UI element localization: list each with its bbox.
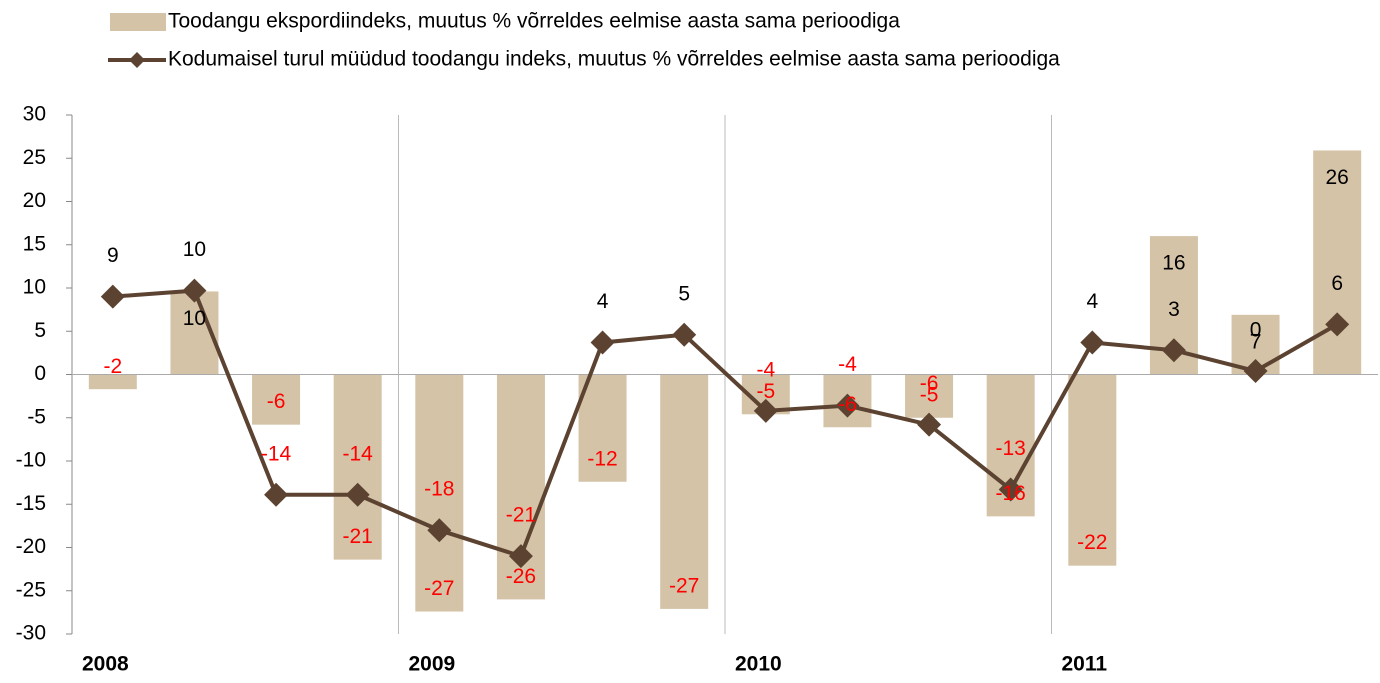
bar-value-label: -27 [424,577,454,600]
line-marker [672,322,697,347]
line-marker [100,284,125,309]
line-marker [590,330,615,355]
y-tick-label: -10 [16,449,46,472]
bar-value-label: -6 [838,393,857,416]
y-tick-label: -30 [16,622,46,645]
y-tick-label: 10 [23,276,46,299]
line-marker [508,544,533,569]
bar [578,374,627,482]
line-marker [182,278,207,303]
bar-value-label: -21 [343,525,373,548]
y-tick-label: 15 [23,232,46,255]
bar-value-label: 10 [183,307,206,330]
y-tick-label: -15 [16,492,46,515]
line-value-label: 0 [1250,319,1262,342]
bar [415,374,464,612]
bar-value-label: -2 [103,355,122,378]
bar-value-label: -26 [506,565,536,588]
line-marker [917,412,942,437]
line-value-label: 3 [1168,298,1180,321]
y-tick-label: 25 [23,146,46,169]
x-tick-label: 2008 [82,653,129,676]
bar [1068,374,1117,566]
bar-value-label: 7 [1250,330,1262,353]
legend-swatch [110,13,166,31]
bar-value-label: 26 [1326,166,1349,189]
line-marker [1080,330,1105,355]
line-marker [753,398,778,423]
x-tick-label: 2011 [1062,653,1108,676]
line-marker [1325,312,1350,337]
line-value-label: -13 [996,437,1026,460]
y-tick-label: 20 [23,189,46,212]
line-marker [835,393,860,418]
x-tick-label: 2009 [409,653,456,676]
line-value-label: -4 [838,353,857,376]
y-tick-label: 0 [34,362,46,385]
bar [660,374,709,609]
line-value-label: 4 [1086,290,1098,313]
line-value-label: -4 [756,358,775,381]
line-marker [1161,338,1186,363]
y-tick-label: 5 [34,319,46,342]
line-value-label: -6 [920,372,939,395]
legend-marker [129,52,145,68]
y-tick-label: 30 [23,103,46,126]
legend-label: Toodangu ekspordiindeks, muutus % võrrel… [168,10,900,33]
bar-value-label: -22 [1077,531,1107,554]
line-value-label: 5 [678,282,690,305]
bar [252,374,301,425]
line-value-label: -21 [506,504,536,527]
line-marker [1243,359,1268,384]
bar [88,374,137,390]
bar-value-label: -5 [920,383,939,406]
bar-value-label: -27 [669,574,699,597]
line-value-label: 4 [597,290,609,313]
y-tick-label: -20 [16,535,46,558]
line-value-label: -18 [424,478,454,501]
y-tick-label: -25 [16,578,46,601]
bar-value-label: 16 [1162,252,1185,275]
legend-label: Kodumaisel turul müüdud toodangu indeks,… [168,48,1060,71]
bar-value-label: -5 [756,380,775,403]
x-tick-label: 2010 [735,653,782,676]
line-marker [264,482,289,507]
line-value-label: 9 [107,244,119,267]
bar-value-label: -6 [267,390,286,413]
bar-value-label: -16 [996,482,1026,505]
line [112,288,1339,559]
line-marker [998,477,1023,502]
bar [1313,150,1362,375]
line-marker [427,518,452,543]
line-value-label: 10 [183,238,206,261]
line-marker [345,482,370,507]
y-tick-label: -5 [27,405,46,428]
bar-value-label: -12 [587,447,617,470]
line-value-label: -14 [343,442,374,465]
bar [905,374,954,418]
line-value-label: -14 [261,442,292,465]
bar [333,374,382,560]
line-value-label: 6 [1331,272,1343,295]
